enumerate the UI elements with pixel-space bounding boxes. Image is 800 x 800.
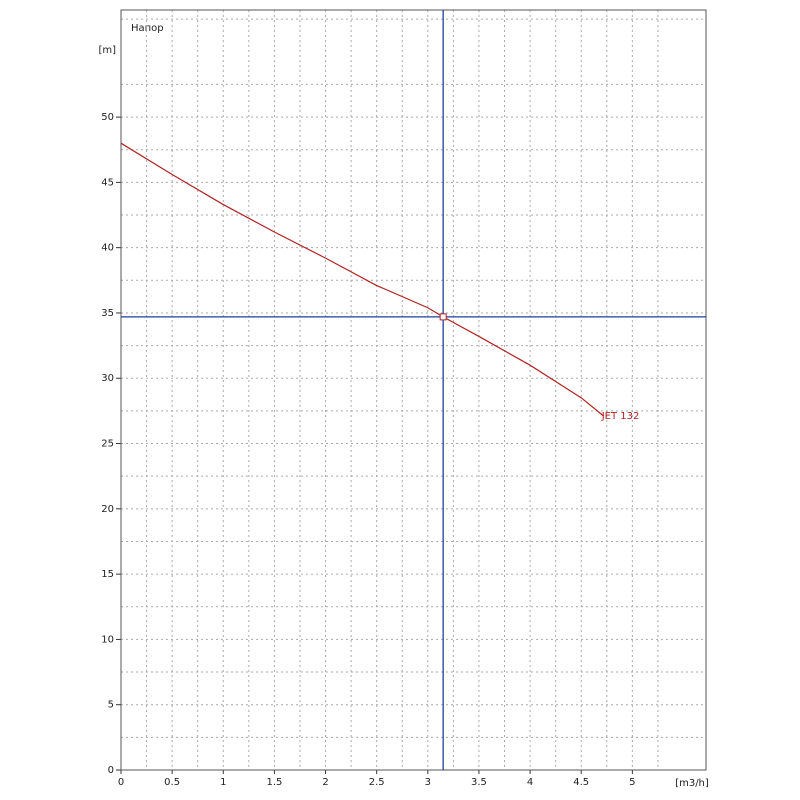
y-tick-label: 45 [101, 177, 114, 188]
series-line [120, 142, 605, 417]
x-tick-label: 0 [118, 777, 124, 788]
x-tick-label: 4.5 [573, 777, 589, 788]
x-tick-label: 0.5 [164, 777, 180, 788]
y-tick-label: 35 [101, 308, 114, 319]
x-axis-label: [m3/h] [675, 778, 709, 789]
y-tick-label: 50 [101, 112, 114, 123]
y-tick-label: 40 [101, 243, 114, 254]
y-tick-label: 15 [101, 569, 114, 580]
x-tick-label: 3 [425, 777, 431, 788]
x-tick-label: 5 [629, 777, 635, 788]
y-axis-label: [m] [98, 45, 116, 56]
operating-point [439, 313, 447, 321]
x-tick-label: 2 [322, 777, 328, 788]
y-tick-label: 25 [101, 439, 114, 450]
x-tick-label: 2.5 [369, 777, 385, 788]
x-tick-label: 4 [527, 777, 533, 788]
series-label: JET 132 [601, 411, 640, 422]
y-tick-label: 30 [101, 373, 114, 384]
y-tick-label: 10 [101, 634, 114, 645]
x-tick-label: 3.5 [471, 777, 487, 788]
x-tick-label: 1 [220, 777, 226, 788]
y-tick-label: 5 [108, 700, 114, 711]
plot-frame [120, 9, 707, 771]
y-tick-label: 0 [108, 765, 114, 776]
chart-title: Напор [131, 23, 164, 34]
y-tick-label: 20 [101, 504, 114, 515]
x-tick-label: 1.5 [266, 777, 282, 788]
